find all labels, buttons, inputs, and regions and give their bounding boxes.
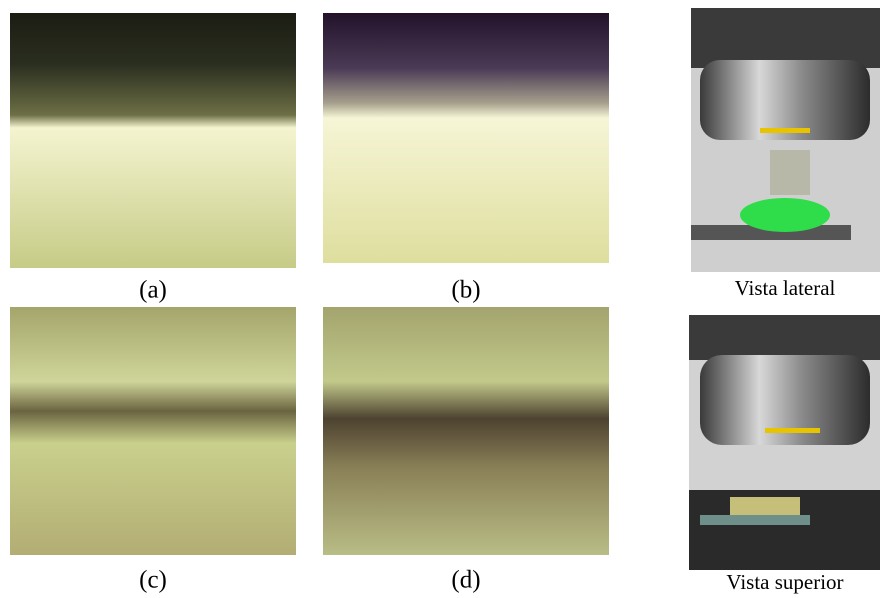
photo-lateral (691, 8, 880, 272)
panel-label: (b) (451, 277, 480, 304)
figure: (a) (b) (c) (d) Vista lateral Vista supe… (0, 0, 880, 598)
panel-label: (a) (139, 277, 167, 304)
view-label: Vista superior (726, 570, 843, 594)
micrograph-c (10, 307, 296, 555)
panel-label: (c) (139, 567, 167, 594)
micrograph-d (323, 307, 609, 555)
panel-label: (d) (451, 567, 480, 594)
micrograph-a (10, 13, 296, 268)
micrograph-b (323, 13, 609, 263)
photo-superior (689, 315, 880, 570)
view-label: Vista lateral (735, 276, 836, 300)
